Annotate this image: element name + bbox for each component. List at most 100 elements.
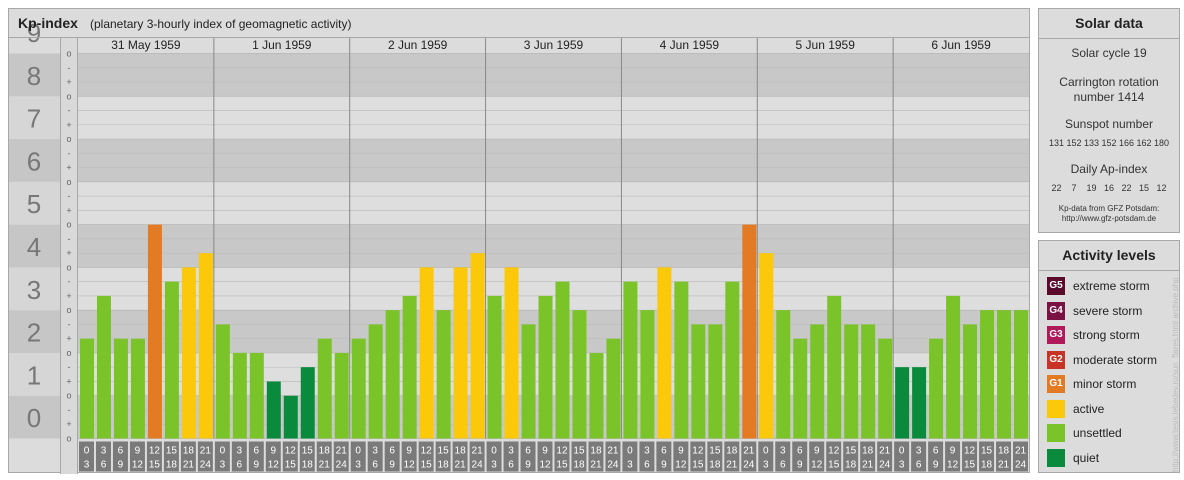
- interval-box: [639, 441, 655, 472]
- interval-box: [537, 441, 553, 472]
- plot-band: [78, 267, 1029, 311]
- ap-index-values: 22 7 19 16 22 15 12: [1051, 183, 1167, 193]
- interval-start-label: 12: [285, 446, 297, 457]
- kp-bar: [181, 267, 196, 439]
- kp-bar: [300, 367, 315, 439]
- interval-start-label: 15: [845, 446, 857, 457]
- interval-box: [673, 441, 689, 472]
- carrington-line-2: number 1414: [1073, 90, 1145, 104]
- y-minor-label: +: [66, 205, 71, 215]
- activity-level-swatch: G4: [1047, 301, 1065, 320]
- y-minor-label: +: [66, 77, 71, 87]
- interval-start-label: 12: [828, 446, 840, 457]
- interval-end-label: 12: [132, 460, 144, 471]
- activity-level-swatch: [1047, 399, 1065, 418]
- interval-start-label: 6: [118, 446, 124, 457]
- interval-start-label: 3: [237, 446, 243, 457]
- activity-level-label: unsettled: [1073, 426, 1122, 440]
- kp-bar: [929, 338, 944, 439]
- kp-bar: [436, 310, 451, 439]
- kp-bar: [113, 338, 128, 439]
- kp-bar: [1014, 310, 1028, 439]
- interval-end-label: 24: [879, 460, 891, 471]
- interval-start-label: 15: [302, 446, 314, 457]
- activity-level-label: active: [1073, 401, 1105, 416]
- kp-bar: [657, 267, 672, 439]
- kp-bar: [453, 267, 468, 439]
- interval-box: [316, 441, 332, 472]
- y-minor-label: -: [68, 63, 71, 73]
- interval-end-label: 18: [709, 460, 721, 471]
- interval-box: [95, 441, 111, 472]
- interval-end-label: 18: [573, 460, 585, 471]
- interval-end-label: 21: [319, 460, 331, 471]
- y-minor-label: o: [66, 262, 71, 272]
- interval-end-label: 21: [726, 460, 738, 471]
- interval-box: [928, 441, 944, 472]
- kp-bar: [96, 295, 111, 439]
- interval-box: [299, 441, 315, 472]
- interval-end-label: 9: [661, 460, 667, 471]
- plot-band: [78, 53, 1029, 97]
- interval-start-label: 15: [981, 446, 993, 457]
- solar-data-panel: Solar data Solar cycle 19 Carrington rot…: [1038, 8, 1180, 233]
- chart-title: Kp-index: [18, 15, 78, 31]
- interval-start-label: 6: [254, 446, 260, 457]
- plot-band: [78, 96, 1029, 140]
- interval-start-label: 15: [709, 446, 721, 457]
- plot-band: [78, 181, 1029, 225]
- interval-start-label: 15: [573, 446, 585, 457]
- interval-start-label: 21: [607, 446, 619, 457]
- kp-bar: [283, 395, 298, 439]
- interval-box: [1013, 441, 1028, 472]
- y-tick-label: 2: [27, 318, 41, 348]
- interval-start-label: 0: [899, 446, 905, 457]
- interval-box: [146, 441, 162, 472]
- kp-bar: [895, 367, 910, 439]
- kp-bar: [351, 338, 366, 439]
- interval-box: [775, 441, 791, 472]
- interval-end-label: 6: [508, 460, 514, 471]
- interval-end-label: 3: [355, 460, 361, 471]
- interval-start-label: 0: [220, 446, 226, 457]
- interval-box: [265, 441, 281, 472]
- interval-end-label: 24: [743, 460, 755, 471]
- activity-levels-panel: Activity levels G5 extreme storm G4 severe …: [1038, 240, 1180, 473]
- interval-start-label: 9: [814, 446, 820, 457]
- interval-box: [690, 441, 706, 472]
- kp-bar: [334, 352, 349, 439]
- kp-bar: [997, 310, 1012, 439]
- interval-end-label: 6: [101, 460, 107, 471]
- kp-bar: [198, 253, 213, 439]
- interval-box: [486, 441, 502, 472]
- kp-bar: [147, 224, 162, 439]
- y-minor-label: o: [66, 391, 71, 401]
- interval-start-label: 15: [438, 446, 450, 457]
- interval-end-label: 9: [254, 460, 260, 471]
- interval-end-label: 24: [336, 460, 348, 471]
- interval-box: [180, 441, 196, 472]
- interval-box: [384, 441, 400, 472]
- y-minor-label: +: [66, 291, 71, 301]
- interval-box: [112, 441, 128, 472]
- kp-bar: [810, 324, 825, 439]
- kp-bar: [861, 324, 876, 439]
- y-minor-label: o: [66, 220, 71, 230]
- kp-bar: [606, 338, 621, 439]
- day-label: 6 Jun 1959: [931, 38, 991, 52]
- interval-end-label: 6: [237, 460, 243, 471]
- interval-end-label: 6: [780, 460, 786, 471]
- interval-box: [911, 441, 927, 472]
- interval-start-label: 6: [933, 446, 939, 457]
- y-minor-label: +: [66, 120, 71, 130]
- y-band-left: [9, 310, 60, 353]
- plot-band: [78, 139, 1029, 182]
- interval-start-label: 9: [135, 446, 141, 457]
- kp-bar: [759, 253, 774, 439]
- kp-bar: [963, 324, 978, 439]
- activity-level-swatch: G3: [1047, 326, 1065, 344]
- kp-bar: [521, 324, 536, 439]
- interval-end-label: 3: [627, 460, 633, 471]
- y-band-left: [9, 96, 60, 140]
- interval-box: [843, 441, 859, 472]
